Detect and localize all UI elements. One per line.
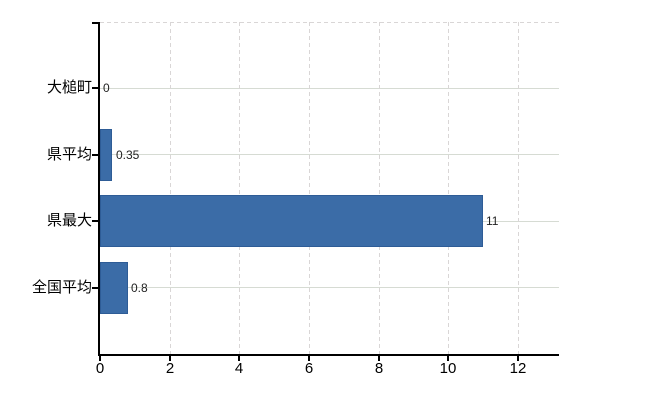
bar-value-label: 0.35: [116, 148, 140, 162]
y-tick: [92, 220, 98, 222]
gridline-horizontal: [100, 154, 559, 155]
category-label: 全国平均: [31, 279, 92, 296]
x-tick-label: 2: [165, 360, 175, 377]
bar-kenheikin: [100, 129, 112, 181]
gridline-horizontal: [100, 287, 559, 288]
x-tick: [169, 356, 171, 361]
gridline-vertical: [518, 22, 519, 354]
x-tick: [447, 356, 449, 361]
x-tick-label: 6: [304, 360, 314, 377]
y-tick: [92, 154, 98, 156]
y-tick: [92, 287, 98, 289]
x-tick-label: 4: [234, 360, 244, 377]
category-label: 県平均: [46, 146, 92, 163]
category-label: 大槌町: [46, 79, 92, 96]
bar-zenkokuheikin: [100, 262, 128, 314]
x-tick: [238, 356, 240, 361]
gridline-vertical: [239, 22, 240, 354]
bar-value-label: 0: [103, 81, 110, 95]
category-label: 県最大: [46, 212, 92, 229]
gridline-vertical: [309, 22, 310, 354]
x-tick-label: 12: [509, 360, 527, 377]
y-tick: [92, 87, 98, 89]
x-tick: [378, 356, 380, 361]
gridline-horizontal: [100, 88, 559, 89]
gridline-vertical: [379, 22, 380, 354]
x-tick: [308, 356, 310, 361]
x-tick: [99, 356, 101, 361]
bar-value-label: 0.8: [131, 281, 148, 295]
x-tick-label: 8: [374, 360, 384, 377]
bar-value-label: 11: [486, 214, 499, 228]
plot-top-border: [100, 22, 559, 23]
gridline-vertical: [448, 22, 449, 354]
x-tick: [517, 356, 519, 361]
x-tick-label: 10: [439, 360, 457, 377]
gridline-vertical: [170, 22, 171, 354]
x-axis-line: [98, 354, 559, 356]
x-tick-label: 0: [95, 360, 105, 377]
bar-kensaidai: [100, 195, 483, 247]
y-axis-top-tick: [92, 22, 98, 24]
y-axis-line: [98, 22, 100, 356]
